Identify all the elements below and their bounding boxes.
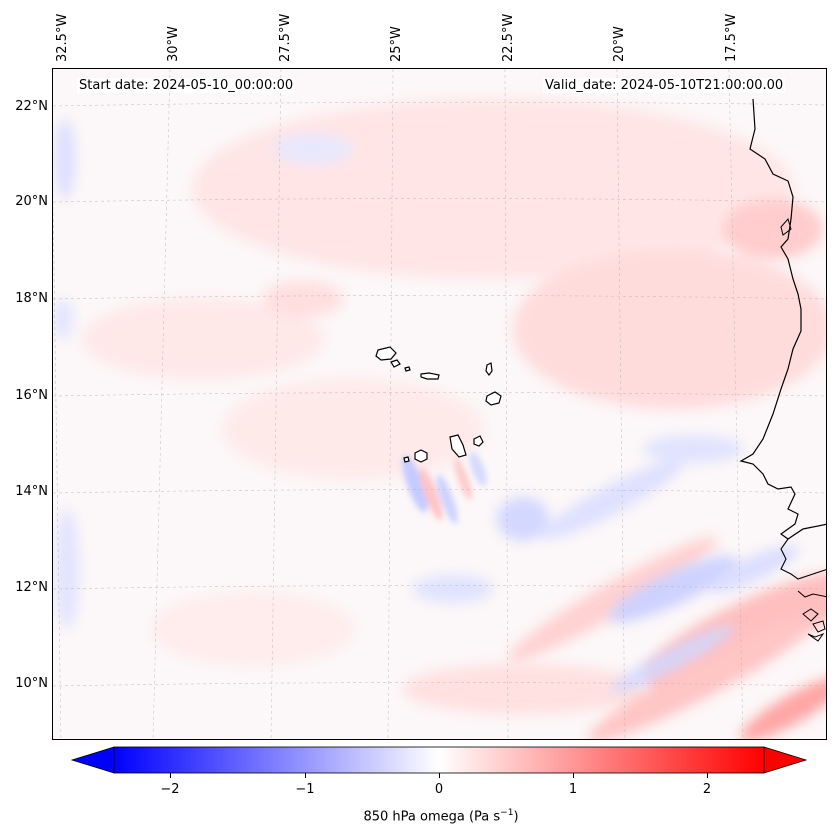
start-date-label: Start date: 2024-05-10_00:00:00	[77, 78, 296, 93]
cape-verde-islands	[375, 346, 502, 463]
colorbar-tickmark-neg2	[170, 773, 171, 778]
colorbar-extend-left	[70, 746, 115, 774]
coastal-island-north	[780, 217, 792, 236]
colorbar-title-exponent: −1	[500, 808, 514, 818]
lon-label-17-5w: 17.5°W	[724, 13, 739, 62]
colorbar-title: 850 hPa omega (Pa s−1)	[0, 808, 837, 824]
colorbar-title-suffix: )	[513, 809, 519, 825]
colorbar-extend-right	[763, 746, 808, 774]
island-santa-luzia	[404, 366, 411, 372]
map-panel	[52, 68, 827, 740]
colorbar-body	[113, 746, 765, 774]
lat-label-22n: 22°N	[15, 99, 48, 114]
lat-label-18n: 18°N	[15, 291, 48, 306]
guinea-bissau-islands	[797, 590, 826, 642]
senegal-delta	[780, 538, 826, 580]
lon-label-20w: 20°W	[612, 26, 627, 62]
island-sao-nicolau	[420, 372, 440, 380]
lat-label-10n: 10°N	[15, 676, 48, 691]
colorbar-tickmark-2	[707, 773, 708, 778]
island-sao-vicente	[390, 359, 401, 368]
colorbar-tick-0: 0	[434, 782, 444, 797]
graticule	[53, 69, 826, 739]
lat-label-16n: 16°N	[15, 388, 48, 403]
lon-label-25w: 25°W	[389, 26, 404, 62]
omega-positive-areas	[83, 99, 826, 739]
orographic-wave-bands	[402, 451, 487, 524]
island-fogo	[414, 449, 428, 463]
lat-label-14n: 14°N	[15, 484, 48, 499]
lon-label-27-5w: 27.5°W	[278, 13, 293, 62]
valid-date-label: Valid_date: 2024-05-10T21:00:00.00	[543, 78, 786, 93]
island-sal	[485, 362, 493, 376]
omega-negative-areas	[53, 119, 799, 694]
island-santo-antao	[375, 346, 397, 361]
colorbar-tickmark-1	[573, 773, 574, 778]
colorbar-tickmark-neg1	[305, 773, 306, 778]
lon-label-22-5w: 22.5°W	[501, 13, 516, 62]
colorbar-tick-neg1: −1	[295, 782, 315, 797]
island-santiago	[449, 434, 467, 458]
colorbar-tick-2: 2	[702, 782, 712, 797]
lon-label-32-5w: 32.5°W	[55, 13, 70, 62]
island-brava	[403, 456, 410, 463]
africa-coastline	[739, 98, 826, 540]
lon-label-30w: 30°W	[166, 26, 181, 62]
colorbar-tick-1: 1	[568, 782, 578, 797]
colorbar-tickmark-0	[439, 773, 440, 778]
island-boa-vista	[485, 391, 502, 406]
colorbar-title-text: 850 hPa omega (Pa s	[363, 809, 501, 825]
omega-field-map	[53, 69, 826, 739]
lat-label-12n: 12°N	[15, 580, 48, 595]
colorbar	[70, 746, 808, 774]
lat-label-20n: 20°N	[15, 194, 48, 209]
colorbar-tick-neg2: −2	[160, 782, 180, 797]
island-maio	[473, 435, 484, 447]
